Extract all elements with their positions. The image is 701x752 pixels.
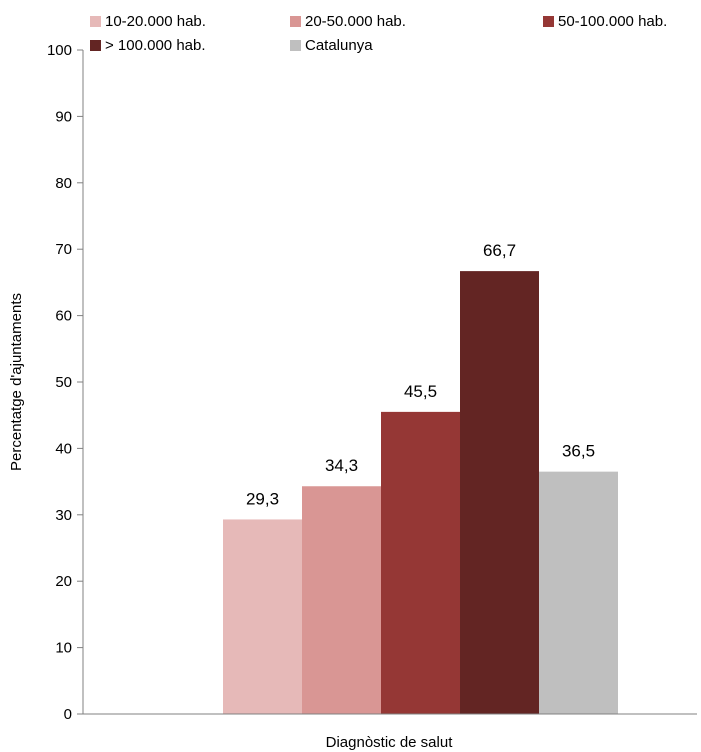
data-label: 34,3 [325,456,358,475]
bar [223,519,302,714]
bar [302,486,381,714]
data-label: 45,5 [404,382,437,401]
y-tick-label: 70 [55,241,72,258]
legend-entry: 50-100.000 hab. [558,13,667,30]
legend-entry: 20-50.000 hab. [305,13,406,30]
bar [381,411,460,714]
y-tick-label: 40 [55,440,72,457]
data-label: 36,5 [562,442,595,461]
y-tick-label: 100 [47,42,72,59]
y-axis-title: Percentatge d'ajuntaments [8,293,25,471]
legend-swatch [90,40,101,51]
legend-entry: Catalunya [305,37,373,54]
y-tick-label: 90 [55,108,72,125]
bar [539,471,618,714]
legend: 10-20.000 hab. 20-50.000 hab. 50-100.000 h… [90,13,667,54]
legend-swatch [290,16,301,27]
legend-entry: > 100.000 hab. [105,37,206,54]
y-tick-label: 80 [55,175,72,192]
data-labels: 29,3 34,3 45,5 66,7 36,5 [246,241,595,508]
data-label: 29,3 [246,489,279,508]
legend-entry: 10-20.000 hab. [105,13,206,30]
y-tick-label: 30 [55,507,72,524]
y-tick-label: 0 [64,706,72,723]
legend-swatch [290,40,301,51]
y-tick-label: 50 [55,374,72,391]
y-axis: 0 10 20 30 40 50 60 70 80 90 100 [47,42,84,723]
y-tick-label: 20 [55,573,72,590]
data-label: 66,7 [483,241,516,260]
legend-swatch [90,16,101,27]
y-tick-label: 10 [55,640,72,657]
legend-swatch [543,16,554,27]
bar [460,271,539,714]
y-tick-label: 60 [55,308,72,325]
bars [223,271,618,714]
x-axis-title: Diagnòstic de salut [326,734,454,751]
